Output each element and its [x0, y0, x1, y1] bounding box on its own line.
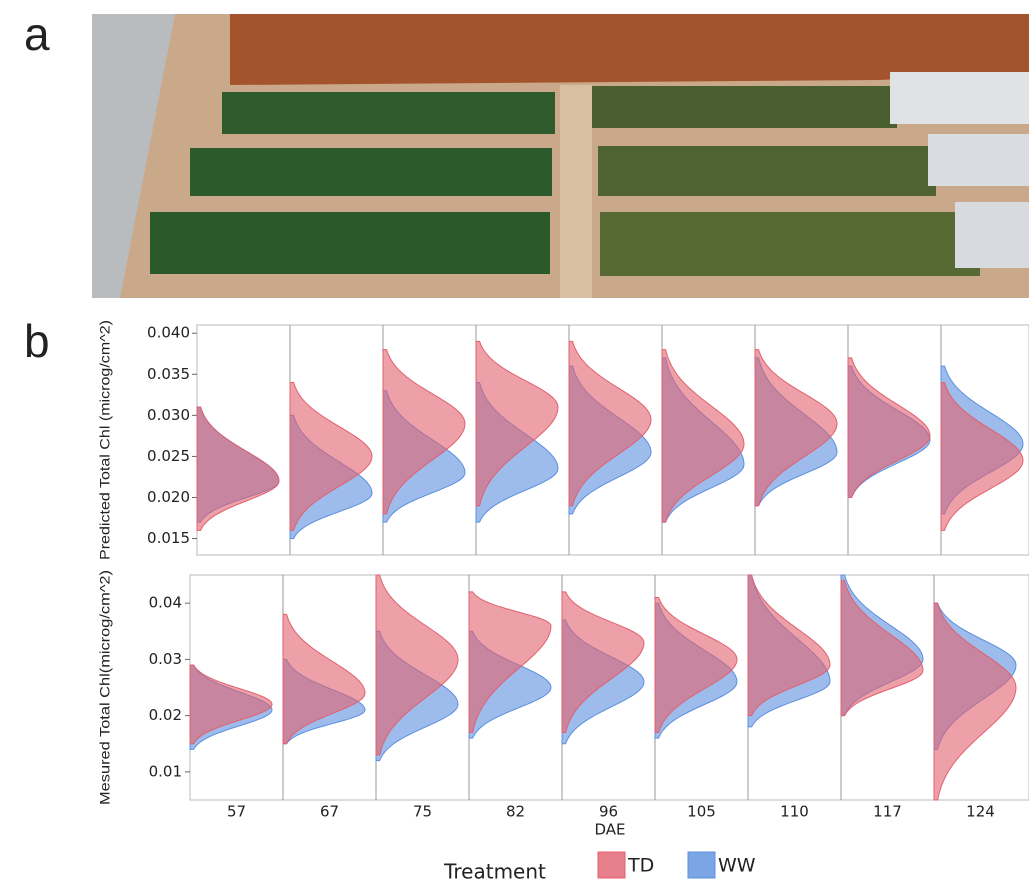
density [840, 580, 924, 717]
x-tick-label: 82 [506, 803, 525, 821]
legend-swatch [687, 851, 716, 879]
density [375, 574, 459, 756]
y-tick-label: 0.040 [147, 324, 190, 342]
y-tick-label: 0.01 [149, 762, 182, 780]
density [747, 574, 831, 717]
legend-label: TD [627, 855, 654, 877]
density [661, 349, 745, 523]
y-tick-label: 0.03 [149, 650, 182, 668]
density [654, 597, 738, 733]
x-tick-label: 67 [320, 803, 339, 821]
density [940, 382, 1024, 531]
density [568, 340, 652, 507]
y-tick-label: 0.02 [149, 706, 182, 724]
x-tick-label: 124 [966, 803, 995, 821]
x-tick-label: 96 [599, 803, 618, 821]
density [382, 349, 466, 515]
y-tick-label: 0.035 [147, 365, 190, 383]
density [189, 664, 273, 745]
density [282, 613, 366, 745]
x-tick-label: 57 [227, 803, 246, 821]
panel-label: a [24, 8, 50, 60]
legend-swatch [597, 851, 626, 879]
density [289, 382, 373, 531]
density [933, 602, 1017, 801]
y-axis-title: Predicted Total Chl (microg/cm^2) [97, 320, 113, 560]
density [847, 357, 931, 498]
y-tick-label: 0.025 [147, 447, 190, 465]
x-axis-title: DAE [594, 821, 625, 839]
density [475, 340, 559, 507]
density [196, 406, 280, 531]
legend-title: Treatment [443, 860, 546, 883]
legend-label: WW [718, 855, 756, 877]
density [561, 591, 645, 733]
density [468, 591, 552, 733]
y-tick-label: 0.015 [147, 529, 190, 547]
panel-label: b [24, 315, 50, 367]
y-tick-label: 0.020 [147, 488, 190, 506]
x-tick-label: 117 [873, 803, 902, 821]
density [754, 349, 838, 507]
x-tick-label: 105 [687, 803, 716, 821]
y-axis-title: Mesured Total Chl(microg/cm^2) [97, 570, 113, 805]
x-tick-label: 110 [780, 803, 809, 821]
y-tick-label: 0.030 [147, 406, 190, 424]
x-tick-label: 75 [413, 803, 432, 821]
aerial-photo [92, 14, 1029, 298]
y-tick-label: 0.04 [149, 594, 182, 612]
